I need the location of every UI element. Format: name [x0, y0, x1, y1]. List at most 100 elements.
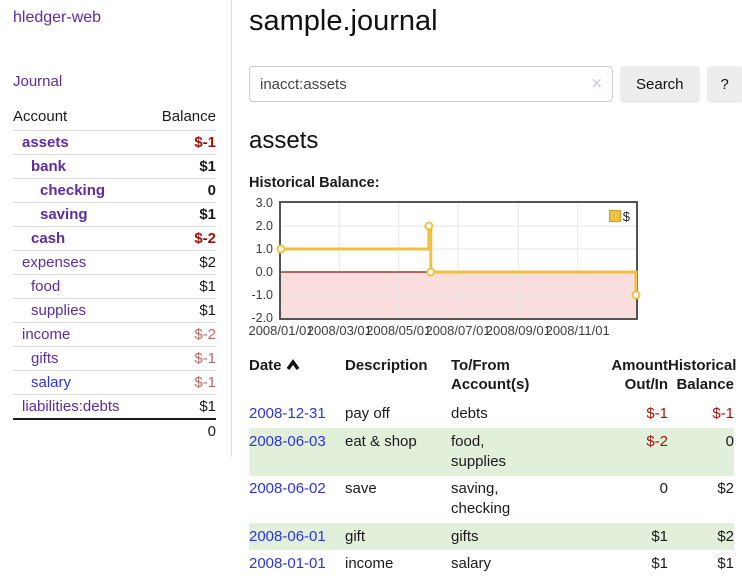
transaction-amount: $-2 [646, 432, 668, 450]
chart-title: Historical Balance: [249, 174, 380, 191]
account-row: gifts $-1 [13, 346, 216, 371]
account-link[interactable]: cash [31, 230, 66, 248]
account-balance: $1 [199, 206, 216, 224]
accounts-header-account: Account [13, 108, 68, 126]
account-link[interactable]: supplies [31, 302, 87, 320]
transaction-row: 2008-01-01 income salary $1 $1 [249, 550, 734, 577]
account-link[interactable]: salary [31, 374, 72, 392]
account-row: bank $1 [13, 154, 216, 179]
account-balance: $-1 [194, 134, 216, 152]
account-link[interactable]: income [22, 326, 71, 344]
search-box: ✕ [249, 66, 613, 103]
account-row: supplies $1 [13, 298, 216, 323]
transaction-row: 2008-06-02 save saving, checking 0 $2 [249, 476, 734, 524]
transaction-accounts: saving, checking [451, 480, 511, 518]
transaction-date-link[interactable]: 2008-01-01 [249, 554, 326, 572]
transaction-balance: 0 [725, 432, 734, 450]
register-header-balance: Historical Balance [668, 356, 737, 394]
search-form: ✕ Search ? [249, 65, 742, 103]
transaction-amount: $-1 [646, 405, 668, 423]
search-input[interactable] [249, 66, 613, 103]
register-header-accounts: To/From Account(s) [451, 356, 530, 394]
account-balance: $-1 [194, 350, 216, 368]
account-balance: $-1 [194, 374, 216, 392]
sidebar: hledger-web Journal Account Balance asse… [0, 0, 232, 458]
transaction-row: 2008-12-31 pay off debts $-1 $-1 [249, 401, 734, 428]
account-balance: $1 [199, 398, 216, 416]
account-balance: 0 [207, 182, 216, 200]
transaction-description: eat & shop [345, 428, 451, 476]
chart-x-axis-labels: 2008/01/01 2008/03/01 2008/05/01 2008/07/01… [248, 322, 610, 338]
transaction-date-link[interactable]: 2008-06-02 [249, 480, 326, 498]
account-row: income $-2 [13, 322, 216, 347]
transaction-description: pay off [345, 405, 390, 423]
transaction-accounts: gifts [451, 527, 479, 545]
account-link[interactable]: gifts [31, 350, 59, 368]
account-row: liabilities:debts $1 [13, 394, 216, 420]
transaction-description: save [345, 480, 377, 498]
register-header-description: Description [345, 356, 428, 374]
transaction-balance: $1 [717, 554, 734, 572]
account-link[interactable]: checking [40, 182, 106, 200]
accounts-total: 0 [147, 418, 216, 444]
account-row: salary $-1 [13, 370, 216, 395]
transaction-date-link[interactable]: 2008-12-31 [249, 405, 326, 423]
register-header-date-label: Date [249, 356, 282, 374]
clear-search-icon[interactable]: ✕ [590, 75, 603, 93]
main-content: sample.journal ✕ Search ? assets Histori… [232, 0, 742, 578]
search-button[interactable]: Search [620, 65, 700, 103]
transaction-accounts: salary [451, 554, 492, 572]
account-balance: $2 [199, 254, 216, 272]
transaction-description: income [345, 554, 394, 572]
account-row: expenses $2 [13, 250, 216, 275]
account-link[interactable]: food [31, 278, 61, 296]
app-title-link[interactable]: hledger-web [13, 9, 102, 26]
accounts-table-header: Account Balance [13, 105, 216, 131]
account-link[interactable]: assets [22, 134, 69, 152]
transaction-date-link[interactable]: 2008-06-03 [249, 432, 326, 450]
sort-ascending-icon [286, 358, 299, 370]
transaction-accounts: food, supplies [451, 432, 507, 470]
account-row: cash $-2 [13, 226, 216, 251]
accounts-header-balance: Balance [161, 108, 216, 126]
account-link[interactable]: bank [31, 158, 67, 176]
transaction-description: gift [345, 523, 451, 551]
account-balance: $1 [199, 158, 216, 176]
register-header-date[interactable]: Date [249, 354, 345, 401]
transaction-row: 2008-06-01 gift gifts $1 $2 [249, 523, 734, 551]
account-balance: $1 [199, 278, 216, 296]
chart-y-axis-labels: 3.0 2.0 1.0 0.0 -1.0 -2.0 [251, 195, 273, 325]
transaction-amount: $1 [651, 554, 668, 572]
help-button[interactable]: ? [706, 65, 742, 103]
chart-legend: $ [606, 207, 632, 225]
account-link[interactable]: saving [40, 206, 88, 224]
transaction-accounts: debts [451, 405, 488, 423]
accounts-total-row: 0 [13, 418, 216, 444]
account-balance: $-2 [194, 326, 216, 344]
account-balance: $1 [199, 302, 216, 320]
transaction-balance: $2 [717, 480, 734, 498]
transaction-balance: $2 [717, 527, 734, 545]
chart-plot-area[interactable]: $ [276, 200, 641, 320]
historical-balance-chart: 3.0 2.0 1.0 0.0 -1.0 -2.0 $ 2008/01/01 2008/03… [248, 195, 742, 338]
legend-series-swatch-icon [608, 210, 621, 223]
legend-series-label: $ [622, 208, 630, 224]
transaction-amount: $1 [651, 527, 668, 545]
page-title: sample.journal [249, 5, 438, 37]
transaction-row: 2008-06-03 eat & shop food, supplies $-2… [249, 428, 734, 476]
account-row: food $1 [13, 274, 216, 299]
register-table: Date Description To/From Account(s) Amou… [249, 354, 737, 578]
account-row: checking 0 [13, 178, 216, 203]
account-row: assets $-1 [13, 130, 216, 155]
transaction-balance: $-1 [712, 405, 734, 423]
register-header-row: Date Description To/From Account(s) Amou… [249, 354, 737, 401]
account-row: saving $1 [13, 202, 216, 227]
account-heading: assets [249, 126, 319, 154]
transaction-amount: 0 [659, 480, 668, 498]
account-link[interactable]: liabilities:debts [22, 398, 120, 416]
register-header-amount: Amount Out/In [611, 356, 668, 394]
account-link[interactable]: expenses [22, 254, 87, 272]
sidebar-item-journal[interactable]: Journal [13, 73, 63, 91]
transaction-date-link[interactable]: 2008-06-01 [249, 527, 326, 545]
